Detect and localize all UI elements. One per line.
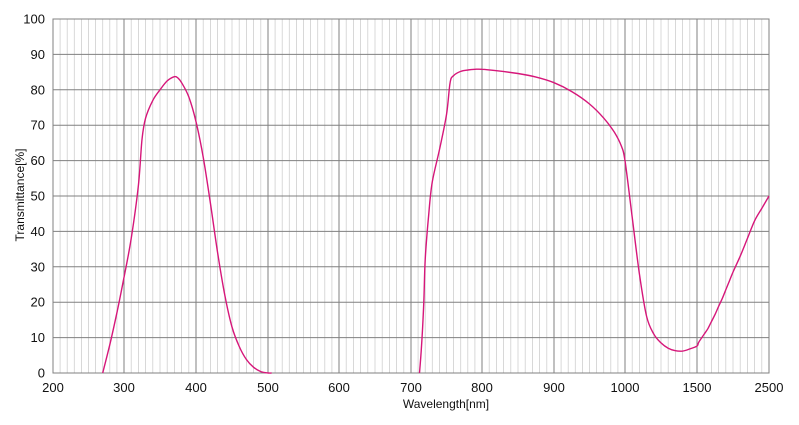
x-tick-labels: 200 300 400 500 600 700 800 900 1000 1500 2500 [42,380,783,395]
x-tick-label: 1500 [683,380,712,395]
y-tick-label: 30 [31,259,45,274]
y-axis-label: Transmittance[%] [13,149,27,242]
y-tick-label: 60 [31,153,45,168]
y-tick-label: 0 [38,366,45,381]
x-tick-label: 500 [257,380,279,395]
x-tick-label: 2500 [755,380,784,395]
y-tick-label: 70 [31,118,45,133]
x-tick-label: 200 [42,380,64,395]
transmittance-series-1 [102,75,272,374]
y-tick-label: 100 [23,12,45,27]
x-tick-label: 900 [543,380,565,395]
x-tick-label: 700 [400,380,422,395]
y-tick-label: 40 [31,224,45,239]
y-tick-labels: 0 10 20 30 40 50 60 70 80 90 100 [23,12,45,381]
y-tick-label: 10 [31,330,45,345]
x-tick-label: 600 [328,380,350,395]
transmittance-curves [102,68,770,374]
transmittance-series-2 [418,68,770,374]
y-tick-label: 20 [31,295,45,310]
y-tick-label: 50 [31,189,45,204]
y-tick-label: 90 [31,47,45,62]
x-tick-label: 1000 [611,380,640,395]
x-tick-label: 400 [185,380,207,395]
x-axis-label: Wavelength[nm] [403,397,489,411]
y-tick-label: 80 [31,82,45,97]
x-tick-label: 800 [471,380,493,395]
x-tick-label: 300 [113,380,135,395]
